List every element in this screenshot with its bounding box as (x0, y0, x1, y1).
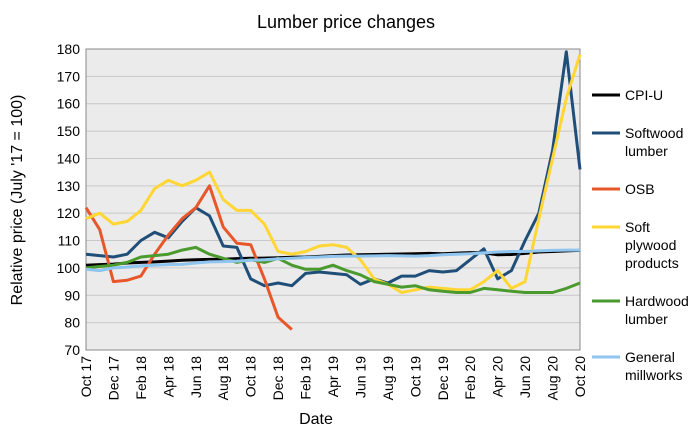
x-tick-label: Feb 20 (462, 356, 478, 400)
x-tick-label: Jun 19 (352, 356, 368, 398)
y-tick-label: 140 (57, 150, 81, 166)
x-tick-label: Oct 18 (243, 356, 259, 397)
x-tick-label: Jun 18 (188, 356, 204, 398)
legend-label: General millworks (625, 349, 683, 383)
plot-area (86, 49, 580, 350)
legend-label: Soft plywood products (625, 219, 680, 271)
y-tick-label: 150 (57, 123, 81, 139)
plot-border (85, 48, 581, 351)
legend-label: CPI-U (625, 87, 663, 103)
x-tick-label: Apr 20 (490, 356, 506, 397)
x-tick-label: Dec 18 (270, 356, 286, 401)
series-line (85, 245, 581, 294)
x-tick-label: Aug 20 (545, 356, 561, 401)
y-tick-label: 70 (64, 342, 80, 358)
x-tick-label: Dec 19 (435, 356, 451, 401)
x-tick-label: Apr 18 (160, 356, 176, 397)
x-tick-label: Feb 18 (133, 356, 149, 400)
y-tick-label: 80 (64, 315, 80, 331)
x-tick-label: Jun 20 (517, 356, 533, 398)
x-tick-label: Apr 19 (325, 356, 341, 397)
y-tick-label: 180 (57, 41, 81, 57)
legend-label: Softwood lumber (625, 125, 687, 159)
x-axis-label: Date (299, 411, 333, 428)
y-tick-label: 100 (57, 260, 81, 276)
series-line (85, 54, 582, 294)
x-tick-label: Oct 20 (572, 356, 588, 397)
y-tick-label: 110 (58, 233, 81, 249)
legend-label: Hardwood lumber (625, 293, 693, 327)
x-tick-label: Feb 19 (298, 356, 314, 400)
y-tick-label: 90 (64, 287, 80, 303)
y-tick-label: 130 (57, 178, 81, 194)
y-tick-label: 120 (57, 205, 81, 221)
series-line (85, 248, 580, 273)
chart-title: Lumber price changes (257, 12, 435, 32)
x-tick-label: Oct 17 (78, 356, 94, 397)
series-line (85, 50, 582, 288)
legend-label: OSB (625, 181, 655, 197)
x-tick-label: Aug 18 (215, 356, 231, 401)
y-tick-label: 160 (57, 96, 81, 112)
x-tick-label: Aug 19 (380, 356, 396, 401)
x-tick-label: Oct 19 (407, 356, 423, 397)
y-axis-label: Relative price (July '17 = 100) (9, 95, 26, 306)
y-tick-label: 170 (57, 68, 81, 84)
x-tick-label: Dec 17 (105, 356, 121, 401)
